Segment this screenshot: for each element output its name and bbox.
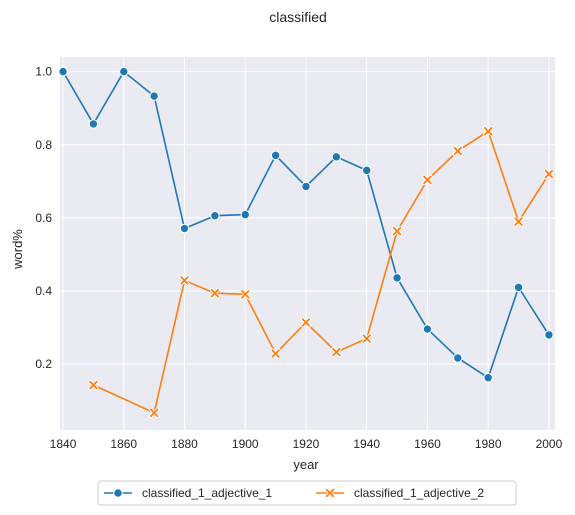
- data-point: [209, 288, 220, 299]
- data-point: [270, 150, 281, 161]
- data-point: [422, 324, 433, 334]
- legend-entry-1: classified_1_adjective_1: [104, 486, 272, 500]
- data-point: [331, 152, 342, 162]
- data-point: [513, 216, 524, 227]
- series-layer: [58, 66, 555, 418]
- marker-cross: [514, 217, 523, 226]
- marker-cross: [544, 169, 554, 179]
- gridlines: [60, 57, 555, 430]
- legend-label: classified_1_adjective_1: [142, 486, 272, 500]
- data-point: [391, 225, 403, 237]
- data-point: [543, 168, 555, 180]
- legend-label: classified_1_adjective_2: [354, 486, 484, 500]
- data-point: [513, 282, 524, 293]
- marker-cross: [241, 290, 250, 299]
- marker-cross: [483, 127, 493, 136]
- data-point: [270, 348, 281, 359]
- marker-cross: [362, 334, 371, 343]
- y-axis-title: word%: [10, 229, 25, 270]
- series-2: [88, 126, 555, 418]
- legend-frame: [97, 480, 517, 506]
- data-point: [179, 223, 190, 234]
- marker-cross: [423, 175, 432, 185]
- data-point: [452, 145, 463, 157]
- x-tick-label: 2000: [536, 437, 563, 451]
- data-point: [240, 289, 251, 300]
- data-point: [483, 373, 493, 383]
- series-1: [58, 66, 554, 383]
- x-tick-label: 1920: [293, 437, 320, 451]
- data-point: [210, 211, 220, 221]
- data-point: [392, 273, 402, 283]
- data-point: [58, 66, 68, 77]
- x-tick-label: 1840: [50, 437, 77, 451]
- marker-cross: [301, 318, 311, 327]
- legend-marker: [113, 488, 123, 498]
- y-tick-label: 1.0: [35, 65, 52, 79]
- legend: classified_1_adjective_1 classified_1_adj…: [97, 480, 517, 506]
- data-point: [88, 379, 99, 391]
- marker-cross: [180, 276, 189, 285]
- marker-cross: [89, 380, 98, 390]
- data-point: [149, 91, 159, 101]
- x-axis-title: year: [293, 457, 319, 472]
- data-point: [119, 66, 129, 77]
- tick-labels: 1840 1860 1880 1900 1920 1940 1960 1980 2000 0.2 0…: [35, 65, 562, 451]
- marker-cross: [149, 408, 159, 418]
- data-point: [301, 181, 311, 192]
- data-point: [362, 165, 372, 176]
- marker-cross: [453, 146, 463, 156]
- marker-cross: [392, 226, 402, 236]
- data-point: [331, 347, 342, 358]
- x-tick-label: 1960: [414, 437, 441, 451]
- data-point: [422, 174, 433, 185]
- data-point: [300, 317, 312, 328]
- y-tick-label: 0.4: [35, 284, 52, 298]
- legend-entry-2: classified_1_adjective_2: [316, 486, 484, 500]
- marker-cross: [325, 488, 335, 498]
- x-tick-label: 1860: [110, 437, 137, 451]
- y-tick-label: 0.2: [35, 357, 52, 371]
- y-tick-label: 0.6: [35, 211, 52, 225]
- x-tick-label: 1900: [232, 437, 259, 451]
- marker-cross: [332, 347, 341, 357]
- data-point: [179, 275, 190, 286]
- plot-area: [60, 57, 555, 430]
- data-point: [240, 209, 250, 220]
- y-tick-label: 0.8: [35, 138, 52, 152]
- chart-title: classified: [269, 9, 327, 25]
- marker-cross: [210, 289, 220, 298]
- data-point: [88, 119, 99, 129]
- data-point: [483, 126, 494, 137]
- x-tick-label: 1880: [171, 437, 198, 451]
- data-point: [544, 330, 554, 340]
- marker-cross: [271, 349, 280, 358]
- data-point: [149, 407, 160, 418]
- x-tick-label: 1940: [353, 437, 380, 451]
- x-tick-label: 1980: [475, 437, 502, 451]
- legend-marker: [324, 487, 336, 499]
- data-point: [453, 353, 463, 363]
- data-point: [361, 333, 372, 344]
